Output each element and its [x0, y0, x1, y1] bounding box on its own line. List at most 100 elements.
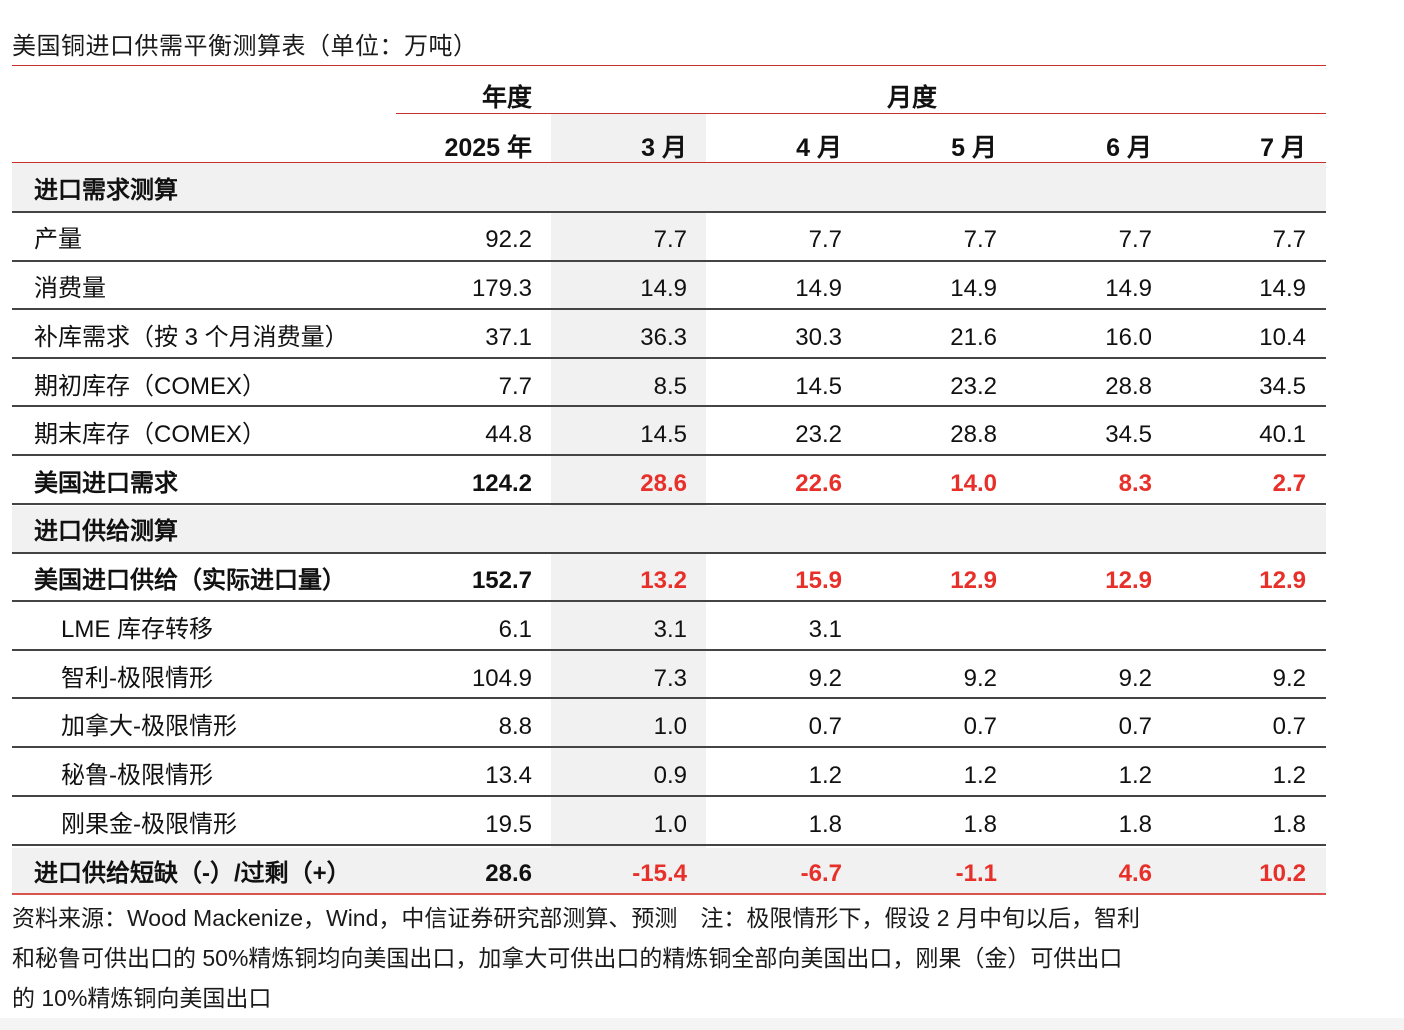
cell-annual: 19.5: [485, 811, 532, 838]
cell-jul: 10.2: [1259, 860, 1306, 887]
cell-annual: 8.8: [498, 713, 532, 740]
cell-jun: 9.2: [1118, 665, 1152, 692]
row-label: 期末库存（COMEX）: [34, 421, 267, 448]
cell-may: 1.2: [963, 762, 997, 789]
cell-may: 23.2: [950, 373, 997, 400]
cell-apr: 3.1: [808, 616, 842, 643]
balance-row-band: [12, 848, 1326, 893]
cell-annual: 13.4: [485, 762, 532, 789]
cell-may: -1.1: [955, 860, 997, 887]
cell-annual: 179.3: [471, 275, 532, 302]
cell-apr: 22.6: [795, 470, 842, 497]
row-divider: [12, 260, 1326, 262]
cell-may: 7.7: [963, 226, 997, 253]
cell-jul: [1170, 606, 1306, 654]
row-divider: [12, 552, 1326, 554]
group-header-rule: [396, 113, 1326, 114]
cell-may: [861, 606, 997, 654]
row-divider: [12, 600, 1326, 602]
row-divider: [12, 649, 1326, 651]
row-label: 美国进口需求: [34, 470, 178, 497]
cell-may: 0.7: [963, 713, 997, 740]
row-label: 消费量: [34, 275, 106, 302]
cell-jul: 9.2: [1272, 665, 1306, 692]
cell-mar: 1.0: [653, 811, 687, 838]
col-header-apr: 4 月: [796, 134, 842, 162]
cell-annual: 44.8: [485, 421, 532, 448]
col-header-may: 5 月: [951, 134, 997, 162]
row-divider: [12, 454, 1326, 456]
row-divider: [12, 746, 1326, 748]
col-header-jun: 6 月: [1106, 134, 1152, 162]
page-bottom-band: [0, 1018, 1404, 1030]
cell-apr: 15.9: [795, 567, 842, 594]
cell-may: 9.2: [963, 665, 997, 692]
cell-mar: 7.7: [653, 226, 687, 253]
cell-apr: 1.8: [808, 811, 842, 838]
cell-mar: 0.9: [653, 762, 687, 789]
cell-jun: 1.8: [1118, 811, 1152, 838]
cell-jun: [1016, 606, 1152, 654]
cell-annual: 104.9: [471, 665, 532, 692]
cell-jul: 0.7: [1272, 713, 1306, 740]
source-note-line-2: 和秘鲁可供出口的 50%精炼铜均向美国出口，加拿大可供出口的精炼铜全部向美国出口…: [12, 945, 1123, 971]
row-divider: [12, 405, 1326, 407]
cell-mar: 36.3: [640, 324, 687, 351]
row-label: 刚果金-极限情形: [61, 811, 237, 838]
source-note-line-1: 资料来源：Wood Mackenize，Wind，中信证券研究部测算、预测 注：…: [12, 905, 1140, 931]
row-label: 产量: [34, 226, 82, 253]
source-note-line-3: 的 10%精炼铜向美国出口: [12, 985, 272, 1011]
cell-may: 14.9: [950, 275, 997, 302]
source-note: 资料来源：Wood Mackenize，Wind，中信证券研究部测算、预测 注：…: [12, 898, 1322, 1018]
cell-jul: 40.1: [1259, 421, 1306, 448]
table-title: 美国铜进口供需平衡测算表（单位：万吨）: [12, 33, 478, 60]
cell-annual: 152.7: [471, 567, 532, 594]
cell-apr: 14.9: [795, 275, 842, 302]
cell-jun: 34.5: [1105, 421, 1152, 448]
cell-may: 12.9: [950, 567, 997, 594]
row-divider: [12, 357, 1326, 359]
cell-jul: 7.7: [1272, 226, 1306, 253]
top-rule: [12, 65, 1326, 66]
cell-mar: -15.4: [632, 860, 687, 887]
cell-mar: 28.6: [640, 470, 687, 497]
col-header-mar: 3 月: [641, 134, 687, 162]
row-divider: [12, 844, 1326, 846]
cell-mar: 3.1: [653, 616, 687, 643]
cell-apr: 14.5: [795, 373, 842, 400]
cell-apr: 9.2: [808, 665, 842, 692]
cell-jun: 12.9: [1105, 567, 1152, 594]
section-title-demand: 进口需求测算: [34, 177, 178, 204]
row-divider: [12, 308, 1326, 310]
row-divider: [12, 795, 1326, 797]
cell-jun: 16.0: [1105, 324, 1152, 351]
cell-apr: 30.3: [795, 324, 842, 351]
row-label: 秘鲁-极限情形: [61, 762, 213, 789]
row-label: 补库需求（按 3 个月消费量）: [34, 324, 349, 351]
row-divider: [12, 697, 1326, 699]
bottom-rule: [12, 893, 1326, 895]
cell-jun: 0.7: [1118, 713, 1152, 740]
cell-mar: 7.3: [653, 665, 687, 692]
cell-may: 28.8: [950, 421, 997, 448]
row-label: 美国进口供给（实际进口量）: [34, 567, 346, 594]
cell-apr: 0.7: [808, 713, 842, 740]
row-label: 期初库存（COMEX）: [34, 373, 267, 400]
header-monthly-group: 月度: [886, 84, 937, 112]
cell-mar: 8.5: [653, 373, 687, 400]
cell-jul: 12.9: [1259, 567, 1306, 594]
cell-mar: 1.0: [653, 713, 687, 740]
section-title-supply: 进口供给测算: [34, 518, 178, 545]
cell-annual: 124.2: [471, 470, 532, 497]
cell-annual: 37.1: [485, 324, 532, 351]
row-divider: [12, 503, 1326, 505]
cell-jul: 2.7: [1272, 470, 1306, 497]
row-label: 进口供给短缺（-）/过剩（+）: [34, 860, 351, 887]
cell-jul: 14.9: [1259, 275, 1306, 302]
cell-mar: 13.2: [640, 567, 687, 594]
cell-jun: 1.2: [1118, 762, 1152, 789]
cell-jun: 8.3: [1118, 470, 1152, 497]
cell-mar: 14.9: [640, 275, 687, 302]
row-label: 智利-极限情形: [61, 665, 213, 692]
cell-jul: 10.4: [1259, 324, 1306, 351]
